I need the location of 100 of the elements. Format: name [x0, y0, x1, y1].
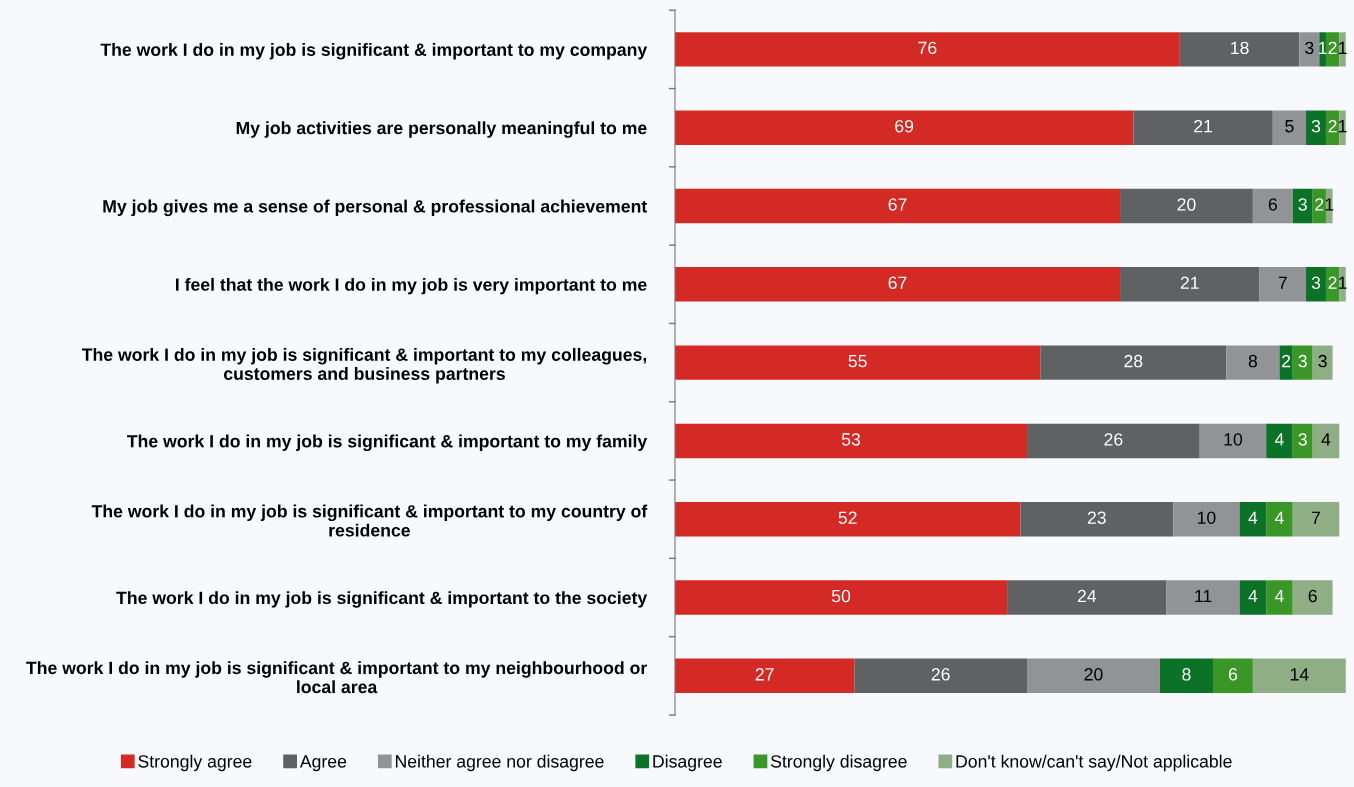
bar: [1266, 580, 1293, 615]
legend-label: Strongly disagree: [770, 754, 907, 772]
bar: [674, 580, 1008, 615]
data-label: 52: [838, 511, 857, 524]
y-tick-label: My job gives me a sense of personal & professional achievement: [103, 199, 648, 217]
data-label: 2: [1328, 41, 1337, 54]
legend-label: Agree: [299, 755, 347, 772]
bar: [674, 345, 1041, 380]
bar: [1259, 267, 1307, 302]
bar: [1252, 188, 1293, 224]
bar: [674, 32, 1180, 67]
bar: [1312, 423, 1340, 459]
data-label: 8: [1182, 668, 1191, 681]
data-label: 3: [1311, 276, 1321, 290]
data-label: 7: [1311, 511, 1320, 524]
bar: [1226, 345, 1280, 380]
bar: [1239, 502, 1267, 537]
bar: [1120, 188, 1253, 224]
data-label: 50: [831, 589, 851, 603]
y-tick-label: I feel that the work I do in my job is very important to me: [175, 277, 647, 295]
data-label: 2: [1328, 276, 1337, 289]
bar: [1292, 345, 1313, 380]
bar: [674, 658, 855, 694]
bar: [1325, 32, 1340, 67]
bar: [1306, 110, 1326, 145]
data-label: 11: [1195, 589, 1212, 603]
bar: [1040, 345, 1227, 380]
bar: [1292, 188, 1313, 224]
data-label: 4: [1321, 433, 1331, 446]
data-label: 20: [1177, 198, 1196, 211]
data-label: 14: [1290, 668, 1309, 681]
data-label: 4: [1274, 433, 1284, 446]
bar: [1325, 110, 1340, 145]
bar: [674, 110, 1134, 145]
data-label: 4: [1274, 589, 1284, 603]
bar: [1020, 502, 1174, 537]
data-label: 4: [1248, 589, 1258, 603]
bar: [1319, 32, 1326, 67]
data-label: 3: [1318, 354, 1327, 368]
bar: [854, 658, 1028, 694]
data-label: 26: [1104, 433, 1123, 446]
y-tick-label: The work I do in my job is significant & important to my company: [100, 42, 648, 60]
bar: [1166, 580, 1240, 615]
data-label: 10: [1224, 433, 1243, 446]
data-label: 3: [1298, 433, 1307, 446]
bar: [1159, 658, 1214, 694]
bar: [1027, 658, 1160, 694]
bar: [1272, 110, 1307, 145]
data-label: 3: [1298, 198, 1307, 211]
bar: [1266, 502, 1293, 537]
bar: [1120, 267, 1260, 302]
legend-label: Disagree: [653, 754, 722, 772]
y-tick-label: The work I do in my job is significant & important to the society: [116, 591, 648, 608]
data-label: 1: [1319, 41, 1327, 54]
data-label: 67: [888, 198, 907, 211]
bar: [1213, 658, 1253, 694]
data-label: 8: [1248, 354, 1258, 368]
data-label: 7: [1278, 276, 1287, 289]
data-label: 10: [1197, 511, 1216, 524]
data-label: 21: [1194, 119, 1213, 133]
data-label: 18: [1231, 41, 1249, 55]
bar: [674, 502, 1021, 537]
bar: [1306, 267, 1326, 302]
data-label: 3: [1298, 354, 1307, 368]
bar: [1292, 423, 1313, 459]
data-label: 5: [1285, 120, 1294, 133]
legend-label: Don't know/can't say/Not applicable: [956, 754, 1232, 772]
bar: [1266, 423, 1293, 459]
bar: [1312, 345, 1333, 380]
data-label: 6: [1228, 668, 1238, 681]
legend-label: Neither agree nor disagree: [395, 754, 604, 772]
bar: [1027, 423, 1200, 459]
data-label: 23: [1087, 511, 1106, 524]
legend-label: Strongly agree: [138, 754, 252, 772]
bar: [1173, 502, 1240, 537]
data-label: 26: [931, 668, 950, 681]
y-tick-label: The work I do in my job is significant & important to my country of residence: [91, 504, 648, 537]
data-label: 53: [841, 433, 861, 446]
data-label: 6: [1268, 198, 1277, 211]
data-label: 3: [1311, 119, 1321, 133]
bar: [674, 423, 1028, 459]
data-label: 69: [895, 119, 914, 133]
data-label: 67: [888, 276, 907, 290]
bar: [1325, 267, 1340, 302]
data-label: 4: [1274, 511, 1284, 524]
y-tick-label: My job activities are personally meaningful to me: [236, 121, 647, 138]
data-label: 21: [1180, 276, 1199, 289]
bar: [674, 188, 1121, 224]
data-label: 76: [918, 41, 937, 55]
data-label: 55: [848, 355, 867, 368]
bar: [1239, 580, 1267, 615]
bar: [674, 267, 1121, 302]
bar: [1279, 345, 1293, 380]
data-label: 24: [1077, 589, 1097, 603]
bar: [1007, 580, 1167, 615]
bar: [1252, 658, 1346, 694]
bar: [1179, 32, 1300, 67]
data-label: 2: [1282, 354, 1291, 368]
bar: [1292, 502, 1340, 537]
data-label: 2: [1315, 198, 1324, 211]
